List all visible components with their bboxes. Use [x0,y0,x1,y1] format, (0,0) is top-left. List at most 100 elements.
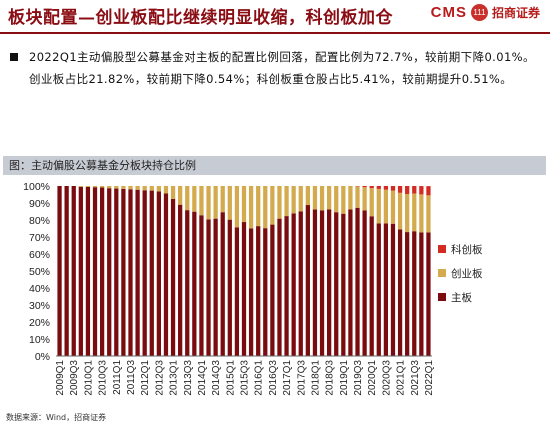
bar-segment [305,186,310,206]
bar-segment [71,186,76,356]
bar-segment [376,188,381,224]
y-tick-label: 50% [29,266,50,278]
bar-segment [284,216,289,356]
bar-segment [178,186,183,205]
x-tick-label: 2016Q3 [268,360,279,396]
bar-segment [376,186,381,189]
bar-segment [178,204,183,356]
bar-segment [114,186,119,189]
bar-segment [355,186,360,208]
logo-name: 招商证券 [491,6,540,20]
x-tick-label: 2020Q1 [367,360,378,396]
bar-segment [135,186,140,190]
bar-segment [298,211,303,356]
y-tick-label: 20% [29,317,50,329]
x-tick-label: 2013Q3 [183,360,194,396]
bar-segment [376,223,381,356]
x-tick-label: 2015Q1 [225,360,236,396]
bar-segment [397,192,403,230]
bar-segment [156,191,161,356]
bar-segment [369,216,374,356]
bar-segment [419,232,424,356]
x-tick-label: 2009Q1 [55,360,66,396]
bar-segment [135,189,140,356]
x-tick-label: 2019Q1 [339,360,350,396]
y-tick-label: 0% [35,351,50,363]
bar-segment [142,190,147,356]
bar-segment [298,186,303,212]
x-tick-label: 2021Q1 [396,360,407,396]
legend-swatch [438,293,446,301]
bar-segment [426,232,431,356]
legend-label: 主板 [451,291,472,304]
bar-segment [348,209,353,356]
bar-segment [121,188,126,356]
bar-segment [334,186,339,213]
bar-segment [85,186,91,356]
legend-swatch [438,269,446,277]
x-tick-label: 2011Q3 [126,360,137,395]
x-tick-label: 2010Q1 [83,360,94,396]
bar-segment [355,207,360,356]
x-tick-label: 2018Q3 [325,360,336,396]
page-title: 板块配置—创业板配比继续明显收缩，科创板加仓 [8,8,393,28]
bar-segment [107,188,112,356]
bar-segment [390,190,396,224]
bar-segment [107,186,112,189]
bar-segment [163,186,169,194]
y-tick-label: 10% [29,334,50,346]
bar-segment [192,186,197,212]
y-tick-label: 80% [29,215,50,227]
bar-segment [327,186,332,210]
bar-segment [92,187,98,356]
y-tick-label: 100% [23,181,50,193]
bar-segment [241,186,247,223]
y-tick-label: 30% [29,300,50,312]
y-tick-label: 90% [29,198,50,210]
bar-segment [291,213,296,356]
bar-segment [419,186,424,195]
bar-segment [312,186,318,210]
bar-segment [341,186,346,214]
bar-segment [405,193,410,233]
stacked-bar-chart: 0%10%20%30%40%50%60%70%80%90%100%2009Q1 2… [23,181,483,396]
bar-segment [334,212,339,356]
bar-segment [362,187,367,211]
bar-segment [156,186,161,192]
x-tick-label: 2015Q3 [240,360,251,396]
bar-segment [213,186,218,219]
title-underline [0,32,550,34]
bar-segment [128,186,133,190]
summary-text: 2022Q1主动偏股型公募基金对主板的配置比例回落，配置比例为72.7%，较前期… [29,50,535,86]
bar-segment [397,229,403,356]
x-tick-label: 2014Q3 [211,360,222,396]
bar-segment [149,190,154,356]
bar-segment [227,219,232,356]
bar-segment [390,223,396,356]
bar-segment [362,210,367,356]
bar-segment [163,193,169,356]
bar-segment [121,186,126,189]
y-tick-label: 70% [29,232,50,244]
bar-segment [369,186,374,189]
bar-segment [277,186,282,219]
bar-segment [383,223,389,356]
bar-segment [170,198,176,356]
bar-segment [263,228,268,356]
bar-segment [412,231,417,356]
bar-segment [185,210,190,356]
bar-segment [185,186,190,211]
bar-segment [142,186,147,191]
bar-segment [99,186,105,188]
bar-segment [412,186,417,194]
x-tick-label: 2018Q1 [310,360,321,396]
bar-segment [291,186,296,214]
x-tick-label: 2014Q1 [197,360,208,396]
bar-segment [341,213,346,356]
bar-segment [284,186,289,217]
y-tick-label: 40% [29,283,50,295]
bar-segment [319,186,325,211]
bar-segment [397,186,403,193]
x-tick-label: 2012Q3 [154,360,165,396]
bar-segment [390,186,396,191]
